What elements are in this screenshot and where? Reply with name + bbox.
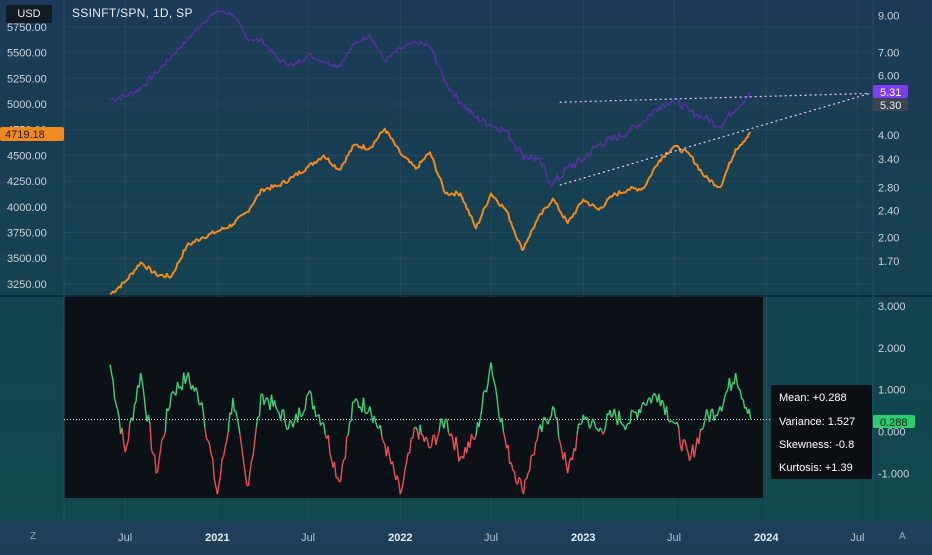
stat-variance: Variance: 1.527	[779, 416, 855, 428]
right-y-tick-label: 3.40	[878, 154, 899, 166]
left-y-tick-label: 5500.00	[7, 48, 47, 60]
osc-segment	[671, 421, 673, 422]
right-y-tick-label: 4.00	[878, 130, 899, 142]
left-y-tick-label: 4500.00	[7, 150, 47, 162]
osc-segment	[580, 424, 582, 425]
ratio-prev-badge: 5.30	[880, 100, 901, 112]
left-y-tick-label: 3250.00	[7, 279, 47, 291]
right-y-tick-label: 2.80	[878, 183, 899, 195]
osc-segment	[670, 421, 672, 422]
auto-scale-button[interactable]: A	[899, 531, 906, 542]
osc-segment	[739, 389, 741, 390]
left-y-tick-label: 4250.00	[7, 176, 47, 188]
x-tick-label: Jul	[484, 532, 498, 544]
osc-segment	[683, 439, 685, 440]
right-y-tick-label: 2.00	[878, 232, 899, 244]
osc-y-tick-label: 1.000	[878, 385, 906, 397]
x-tick-label: 2023	[571, 532, 595, 544]
stat-kurtosis: Kurtosis: +1.39	[779, 462, 853, 474]
osc-y-tick-label: -1.000	[878, 468, 909, 480]
right-y-tick-label: 7.00	[878, 48, 899, 60]
stat-skewness: Skewness: -0.8	[779, 439, 854, 451]
x-tick-label: Jul	[850, 532, 864, 544]
x-tick-label: Jul	[301, 532, 315, 544]
osc-segment	[513, 470, 515, 471]
osc-segment	[622, 425, 624, 426]
right-y-tick-label: 6.00	[878, 70, 899, 82]
left-y-tick-label: 5000.00	[7, 99, 47, 111]
currency-button[interactable]: USD	[6, 5, 52, 23]
ratio-last-badge: 5.31	[880, 87, 901, 99]
osc-segment	[742, 399, 744, 400]
left-y-tick-label: 5250.00	[7, 73, 47, 85]
x-tick-label: Jul	[118, 532, 132, 544]
osc-segment	[339, 481, 341, 482]
osc-segment	[531, 455, 533, 456]
osc-segment	[579, 424, 581, 425]
osc-segment	[316, 416, 318, 417]
left-y-tick-label: 5750.00	[7, 22, 47, 34]
right-y-tick-label: 1.70	[878, 256, 899, 268]
osc-y-tick-label: 2.000	[878, 343, 906, 355]
timezone-button[interactable]: Z	[30, 531, 36, 542]
x-tick-label: 2021	[205, 532, 229, 544]
left-y-tick-label: 3500.00	[7, 253, 47, 265]
stats-tooltip: Mean: +0.288 Variance: 1.527 Skewness: -…	[771, 385, 872, 479]
right-y-tick-label: 2.40	[878, 205, 899, 217]
osc-segment	[162, 438, 164, 439]
chart-title: SSINFT/SPN, 1D, SP	[72, 6, 193, 20]
osc-value-badge: 0.288	[880, 417, 908, 429]
osc-y-tick-label: 3.000	[878, 301, 906, 313]
x-tick-label: 2022	[388, 532, 412, 544]
osc-segment	[287, 429, 289, 430]
time-axis-strip[interactable]	[0, 521, 932, 550]
x-tick-label: 2024	[754, 532, 779, 544]
stat-mean: Mean: +0.288	[779, 392, 847, 404]
right-y-tick-label: 9.00	[878, 11, 899, 23]
osc-segment	[301, 416, 303, 417]
osc-segment	[631, 410, 633, 411]
x-tick-label: Jul	[667, 532, 681, 544]
spx-last-badge: 4719.18	[5, 129, 45, 141]
left-y-tick-label: 4000.00	[7, 202, 47, 214]
left-y-tick-label: 3750.00	[7, 228, 47, 240]
